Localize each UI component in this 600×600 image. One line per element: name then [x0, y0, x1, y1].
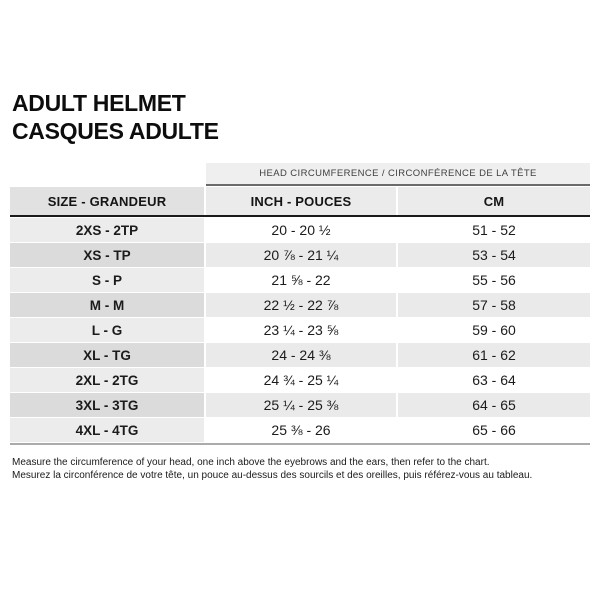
cm-cell: 64 - 65	[398, 393, 590, 417]
page-title-en: ADULT HELMET	[12, 90, 186, 116]
table-header-row: SIZE - GRANDEUR INCH - POUCES CM	[10, 187, 590, 217]
column-header-cm: CM	[398, 187, 590, 215]
size-cell: 2XL - 2TG	[10, 368, 204, 392]
size-cell: 3XL - 3TG	[10, 393, 204, 417]
inch-cell: 22 ½ - 22 ⅞	[206, 293, 396, 317]
table-row: L - G 23 ¼ - 23 ⅝ 59 - 60	[10, 318, 590, 342]
table-row: XS - TP 20 ⅞ - 21 ¼ 53 - 54	[10, 243, 590, 267]
size-chart-table: HEAD CIRCUMFERENCE / CIRCONFÉRENCE DE LA…	[10, 163, 590, 445]
head-circumference-header: HEAD CIRCUMFERENCE / CIRCONFÉRENCE DE LA…	[206, 163, 590, 186]
cm-cell: 63 - 64	[398, 368, 590, 392]
size-cell: XS - TP	[10, 243, 204, 267]
inch-cell: 23 ¼ - 23 ⅝	[206, 318, 396, 342]
size-cell: S - P	[10, 268, 204, 292]
inch-cell: 25 ⅜ - 26	[206, 418, 396, 442]
instructions-fr: Mesurez la circonférence de votre tête, …	[12, 470, 533, 481]
page-title: ADULT HELMET CASQUES ADULTE	[12, 89, 219, 145]
table-row: 3XL - 3TG 25 ¼ - 25 ⅜ 64 - 65	[10, 393, 590, 417]
column-header-inch: INCH - POUCES	[206, 187, 396, 215]
cm-cell: 57 - 58	[398, 293, 590, 317]
table-row: 2XL - 2TG 24 ¾ - 25 ¼ 63 - 64	[10, 368, 590, 392]
table-row: S - P 21 ⅝ - 22 55 - 56	[10, 268, 590, 292]
cm-cell: 59 - 60	[398, 318, 590, 342]
inch-cell: 20 ⅞ - 21 ¼	[206, 243, 396, 267]
table-body: 2XS - 2TP 20 - 20 ½ 51 - 52 XS - TP 20 ⅞…	[10, 218, 590, 445]
inch-cell: 21 ⅝ - 22	[206, 268, 396, 292]
inch-cell: 25 ¼ - 25 ⅜	[206, 393, 396, 417]
measurement-instructions: Measure the circumference of your head, …	[12, 456, 590, 482]
cm-cell: 61 - 62	[398, 343, 590, 367]
table-row: XL - TG 24 - 24 ⅜ 61 - 62	[10, 343, 590, 367]
inch-cell: 24 - 24 ⅜	[206, 343, 396, 367]
inch-cell: 20 - 20 ½	[206, 218, 396, 242]
size-cell: 4XL - 4TG	[10, 418, 204, 442]
size-cell: XL - TG	[10, 343, 204, 367]
cm-cell: 51 - 52	[398, 218, 590, 242]
instructions-en: Measure the circumference of your head, …	[12, 457, 490, 468]
table-row: M - M 22 ½ - 22 ⅞ 57 - 58	[10, 293, 590, 317]
size-cell: M - M	[10, 293, 204, 317]
page-title-fr: CASQUES ADULTE	[12, 118, 219, 144]
cm-cell: 65 - 66	[398, 418, 590, 442]
column-header-size: SIZE - GRANDEUR	[10, 187, 204, 215]
table-row: 4XL - 4TG 25 ⅜ - 26 65 - 66	[10, 418, 590, 442]
cm-cell: 55 - 56	[398, 268, 590, 292]
table-row: 2XS - 2TP 20 - 20 ½ 51 - 52	[10, 218, 590, 242]
cm-cell: 53 - 54	[398, 243, 590, 267]
size-cell: 2XS - 2TP	[10, 218, 204, 242]
size-cell: L - G	[10, 318, 204, 342]
inch-cell: 24 ¾ - 25 ¼	[206, 368, 396, 392]
